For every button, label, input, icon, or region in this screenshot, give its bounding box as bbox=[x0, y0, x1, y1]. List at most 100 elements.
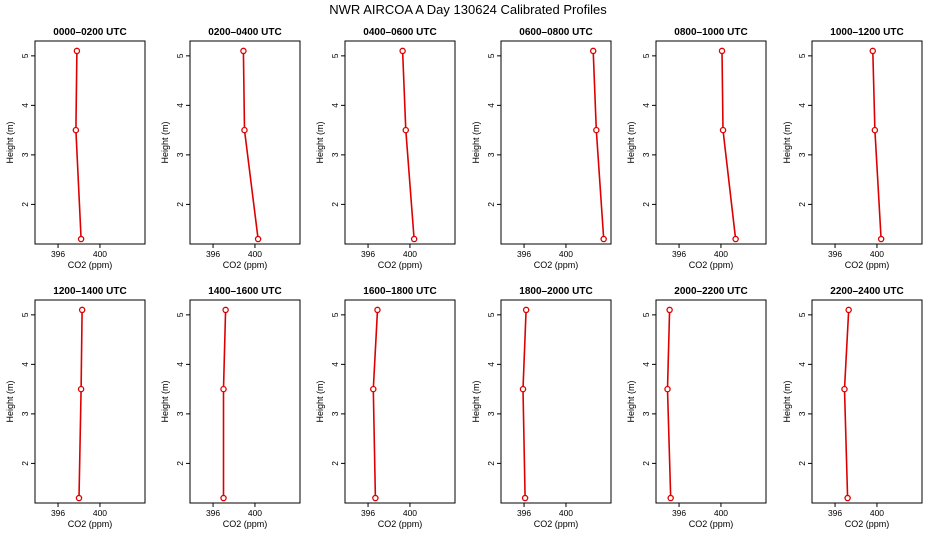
x-tick-label: 396 bbox=[672, 508, 686, 518]
plot-frame bbox=[500, 40, 612, 245]
x-tick-label: 396 bbox=[361, 249, 375, 259]
y-tick-label: 5 bbox=[797, 312, 807, 317]
y-tick-label: 5 bbox=[486, 53, 496, 58]
x-axis-label: CO2 (ppm) bbox=[68, 260, 113, 270]
plot-frame bbox=[189, 299, 301, 504]
data-point bbox=[222, 306, 229, 314]
profile-line bbox=[372, 309, 379, 499]
x-axis-label: CO2 (ppm) bbox=[845, 260, 890, 270]
y-tick-label: 2 bbox=[797, 461, 807, 466]
data-point bbox=[521, 494, 529, 502]
y-axis-label: Height (m) bbox=[5, 380, 15, 422]
data-point bbox=[254, 235, 262, 243]
profile-line bbox=[721, 50, 737, 240]
data-point bbox=[877, 235, 885, 243]
y-axis-label: Height (m) bbox=[315, 121, 325, 163]
y-axis-label: Height (m) bbox=[626, 380, 636, 422]
data-point bbox=[664, 385, 671, 393]
y-tick-label: 5 bbox=[330, 312, 340, 317]
panel-title: 1400–1600 UTC bbox=[208, 286, 281, 297]
data-point bbox=[589, 47, 597, 55]
y-tick-label: 3 bbox=[797, 411, 807, 416]
y-tick-label: 4 bbox=[330, 362, 340, 367]
data-point bbox=[667, 494, 674, 502]
data-point bbox=[732, 235, 739, 243]
x-tick-label: 396 bbox=[517, 508, 531, 518]
y-tick-label: 4 bbox=[175, 103, 185, 108]
data-point bbox=[372, 494, 379, 502]
x-tick-label: 400 bbox=[93, 249, 107, 259]
y-tick-label: 5 bbox=[175, 312, 185, 317]
y-tick-label: 3 bbox=[175, 152, 185, 157]
x-tick-label: 400 bbox=[559, 508, 573, 518]
y-tick-label: 4 bbox=[641, 103, 651, 108]
profile-line bbox=[401, 50, 415, 240]
x-tick-label: 396 bbox=[51, 249, 65, 259]
y-tick-label: 3 bbox=[330, 411, 340, 416]
y-tick-label: 5 bbox=[641, 312, 651, 317]
data-point bbox=[845, 306, 852, 314]
y-tick-label: 4 bbox=[641, 362, 651, 367]
data-point bbox=[718, 47, 726, 55]
x-tick-label: 396 bbox=[828, 249, 842, 259]
x-axis-label: CO2 (ppm) bbox=[689, 260, 734, 270]
profile-line bbox=[872, 50, 882, 240]
y-tick-label: 2 bbox=[641, 202, 651, 207]
panel-title: 2000–2200 UTC bbox=[674, 286, 747, 297]
plot-frame bbox=[344, 299, 456, 504]
data-point bbox=[593, 126, 600, 134]
x-tick-label: 396 bbox=[51, 508, 65, 518]
y-axis-label: Height (m) bbox=[160, 380, 170, 422]
x-tick-label: 400 bbox=[403, 249, 417, 259]
y-tick-label: 3 bbox=[486, 152, 496, 157]
data-point bbox=[719, 126, 727, 134]
x-tick-label: 400 bbox=[248, 508, 262, 518]
x-axis-label: CO2 (ppm) bbox=[689, 519, 734, 529]
profile-line bbox=[592, 50, 605, 240]
data-point bbox=[844, 494, 851, 502]
data-point bbox=[220, 385, 227, 393]
y-tick-label: 2 bbox=[641, 461, 651, 466]
panel-title: 1000–1200 UTC bbox=[830, 27, 903, 38]
panel-title: 0200–0400 UTC bbox=[208, 27, 281, 38]
x-tick-label: 396 bbox=[206, 508, 220, 518]
y-tick-label: 3 bbox=[641, 411, 651, 416]
profile-panel: 1000–1200 UTC 396 400 2 3 4 5 CO2 (ppm) Height (… bbox=[782, 27, 923, 270]
data-point bbox=[241, 126, 248, 134]
y-axis-label: Height (m) bbox=[782, 380, 792, 422]
x-tick-label: 400 bbox=[714, 249, 728, 259]
y-tick-label: 2 bbox=[175, 461, 185, 466]
profile-panel: 1600–1800 UTC 396 400 2 3 4 5 CO2 (ppm) Height (… bbox=[315, 286, 456, 529]
x-tick-label: 400 bbox=[870, 508, 884, 518]
profile-panel: 0200–0400 UTC 396 400 2 3 4 5 CO2 (ppm) Height (… bbox=[160, 27, 301, 270]
y-tick-label: 2 bbox=[486, 461, 496, 466]
profile-line bbox=[222, 309, 227, 498]
y-tick-label: 2 bbox=[20, 461, 30, 466]
y-tick-label: 3 bbox=[641, 152, 651, 157]
plot-frame bbox=[655, 299, 767, 504]
y-tick-label: 5 bbox=[797, 53, 807, 58]
y-tick-label: 2 bbox=[330, 461, 340, 466]
data-point bbox=[240, 47, 247, 55]
plot-frame bbox=[189, 40, 301, 245]
data-point bbox=[522, 306, 530, 314]
y-tick-label: 3 bbox=[330, 152, 340, 157]
y-tick-label: 2 bbox=[330, 202, 340, 207]
plot-frame bbox=[811, 40, 923, 245]
data-point bbox=[519, 385, 527, 393]
y-tick-label: 3 bbox=[797, 152, 807, 157]
y-tick-label: 4 bbox=[20, 362, 30, 367]
plot-frame bbox=[344, 40, 456, 245]
y-tick-label: 5 bbox=[20, 53, 30, 58]
x-tick-label: 396 bbox=[672, 249, 686, 259]
data-point bbox=[77, 235, 85, 243]
panel-title: 0000–0200 UTC bbox=[53, 27, 126, 38]
y-tick-label: 4 bbox=[175, 362, 185, 367]
plot-frame bbox=[34, 299, 146, 504]
y-tick-label: 3 bbox=[486, 411, 496, 416]
x-tick-label: 400 bbox=[559, 249, 573, 259]
x-tick-label: 396 bbox=[517, 249, 531, 259]
y-axis-label: Height (m) bbox=[471, 380, 481, 422]
y-tick-label: 4 bbox=[20, 103, 30, 108]
x-axis-label: CO2 (ppm) bbox=[223, 519, 268, 529]
